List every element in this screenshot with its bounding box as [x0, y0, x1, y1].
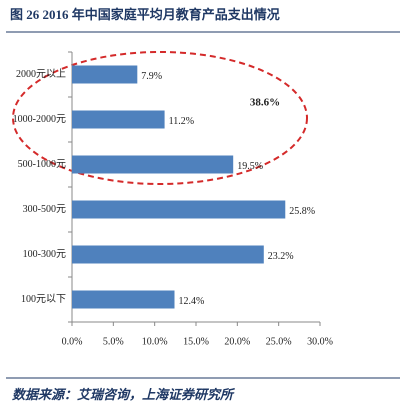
- y-tick-label: 2000元以上: [16, 68, 66, 80]
- highlight-ellipse: [12, 51, 308, 185]
- y-tick-label: 300-500元: [23, 204, 66, 215]
- bar: [72, 245, 264, 264]
- bar: [72, 155, 234, 174]
- annotation: 38.6%: [250, 97, 280, 109]
- value-label: 11.2%: [169, 116, 194, 127]
- y-tick-label: 100-300元: [23, 249, 66, 260]
- x-tick-label: 30.0%: [307, 336, 333, 347]
- value-label: 23.2%: [268, 251, 294, 262]
- x-tick-label: 10.0%: [142, 336, 168, 347]
- y-tick-label: 500-1000元: [18, 159, 66, 170]
- x-tick-label: 5.0%: [103, 336, 124, 347]
- x-tick-label: 20.0%: [224, 336, 250, 347]
- chart-title: 图 26 2016 年中国家庭平均月教育产品支出情况: [10, 7, 280, 22]
- x-tick-label: 25.0%: [266, 336, 292, 347]
- y-tick-label: 100元以下: [21, 294, 66, 305]
- value-label: 25.8%: [289, 206, 315, 217]
- bar: [72, 200, 286, 219]
- bar: [72, 110, 165, 129]
- y-tick-label: 1000-2000元: [13, 114, 66, 125]
- bar: [72, 290, 175, 309]
- x-tick-label: 15.0%: [183, 336, 209, 347]
- value-label: 12.4%: [179, 296, 205, 307]
- value-label: 7.9%: [141, 71, 162, 82]
- bar: [72, 65, 138, 84]
- value-label: 19.5%: [237, 161, 263, 172]
- source: 数据来源：艾瑞咨询，上海证券研究所: [12, 387, 236, 402]
- x-tick-label: 0.0%: [62, 336, 83, 347]
